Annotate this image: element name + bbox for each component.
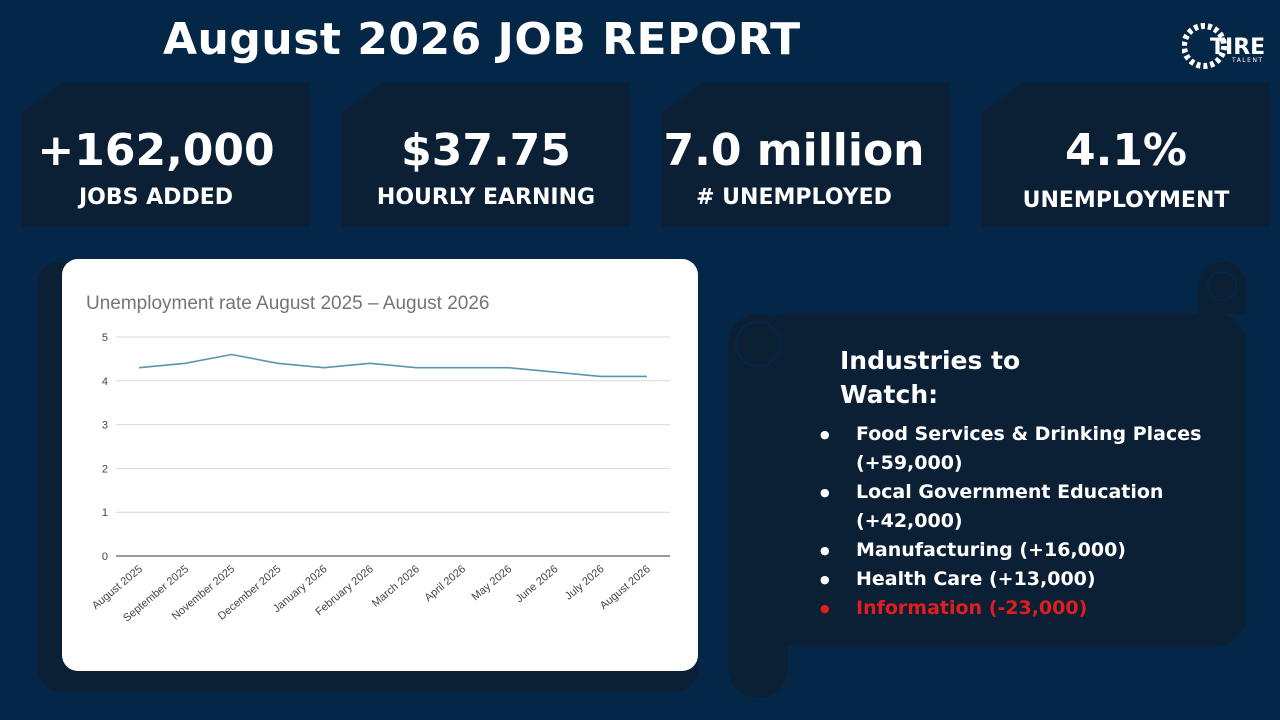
series-line [139, 353, 647, 378]
industries-to-watch: Industries to Watch: Food Services & Dri… [820, 344, 1250, 623]
stat-card-jobs-added: +162,000 JOBS ADDED [22, 83, 310, 227]
y-tick-label: 4 [102, 376, 108, 388]
stat-label: # UNEMPLOYED [696, 185, 892, 210]
logo-subtext: TALENT [1231, 57, 1264, 64]
x-tick-label: May 2026 [470, 563, 515, 603]
industry-item-information: Information (-23,000) [820, 594, 1236, 623]
stat-label: HOURLY EARNING [376, 185, 596, 210]
tire-talent-logo: TIRE TALENT [1181, 20, 1272, 72]
chart-title: Unemployment rate August 2025 – August 2… [86, 293, 490, 314]
y-tick-label: 3 [102, 420, 108, 432]
stat-label: UNEMPLOYMENT [1022, 188, 1230, 213]
x-tick-label: August 2026 [598, 563, 653, 612]
industries-heading: Industries to Watch: [840, 346, 1021, 409]
industry-item-food-services: Food Services & Drinking Places (+59,000… [820, 420, 1236, 478]
industries-list: Food Services & Drinking Places (+59,000… [820, 420, 1250, 623]
industry-item-health-care: Health Care (+13,000) [820, 565, 1236, 594]
page-title: August 2026 JOB REPORT [163, 14, 801, 65]
industry-item-local-government: Local Government Education (+42,000) [820, 478, 1236, 536]
stat-value: 7.0 million [663, 125, 925, 176]
industry-item-manufacturing: Manufacturing (+16,000) [820, 536, 1236, 565]
stat-label: JOBS ADDED [79, 185, 233, 210]
stat-value: $37.75 [401, 125, 571, 176]
stat-card-unemployment: 4.1% UNEMPLOYMENT [982, 83, 1270, 227]
stat-card-hourly-earning: $37.75 HOURLY EARNING [342, 83, 630, 227]
stat-value: 4.1% [1064, 125, 1188, 176]
chart-card: Unemployment rate August 2025 – August 2… [62, 259, 698, 671]
x-tick-label: March 2026 [370, 563, 422, 610]
x-tick-label: June 2026 [513, 563, 560, 605]
y-tick-label: 0 [102, 551, 108, 563]
y-tick-label: 5 [102, 332, 108, 344]
stat-value: +162,000 [37, 125, 275, 176]
x-tick-label: July 2026 [563, 563, 607, 602]
y-tick-label: 1 [102, 507, 108, 519]
stat-card-unemployed: 7.0 million # UNEMPLOYED [662, 83, 950, 227]
x-tick-label: April 2026 [423, 563, 469, 604]
y-tick-label: 2 [102, 463, 108, 475]
logo-text: TIRE [1210, 35, 1265, 60]
